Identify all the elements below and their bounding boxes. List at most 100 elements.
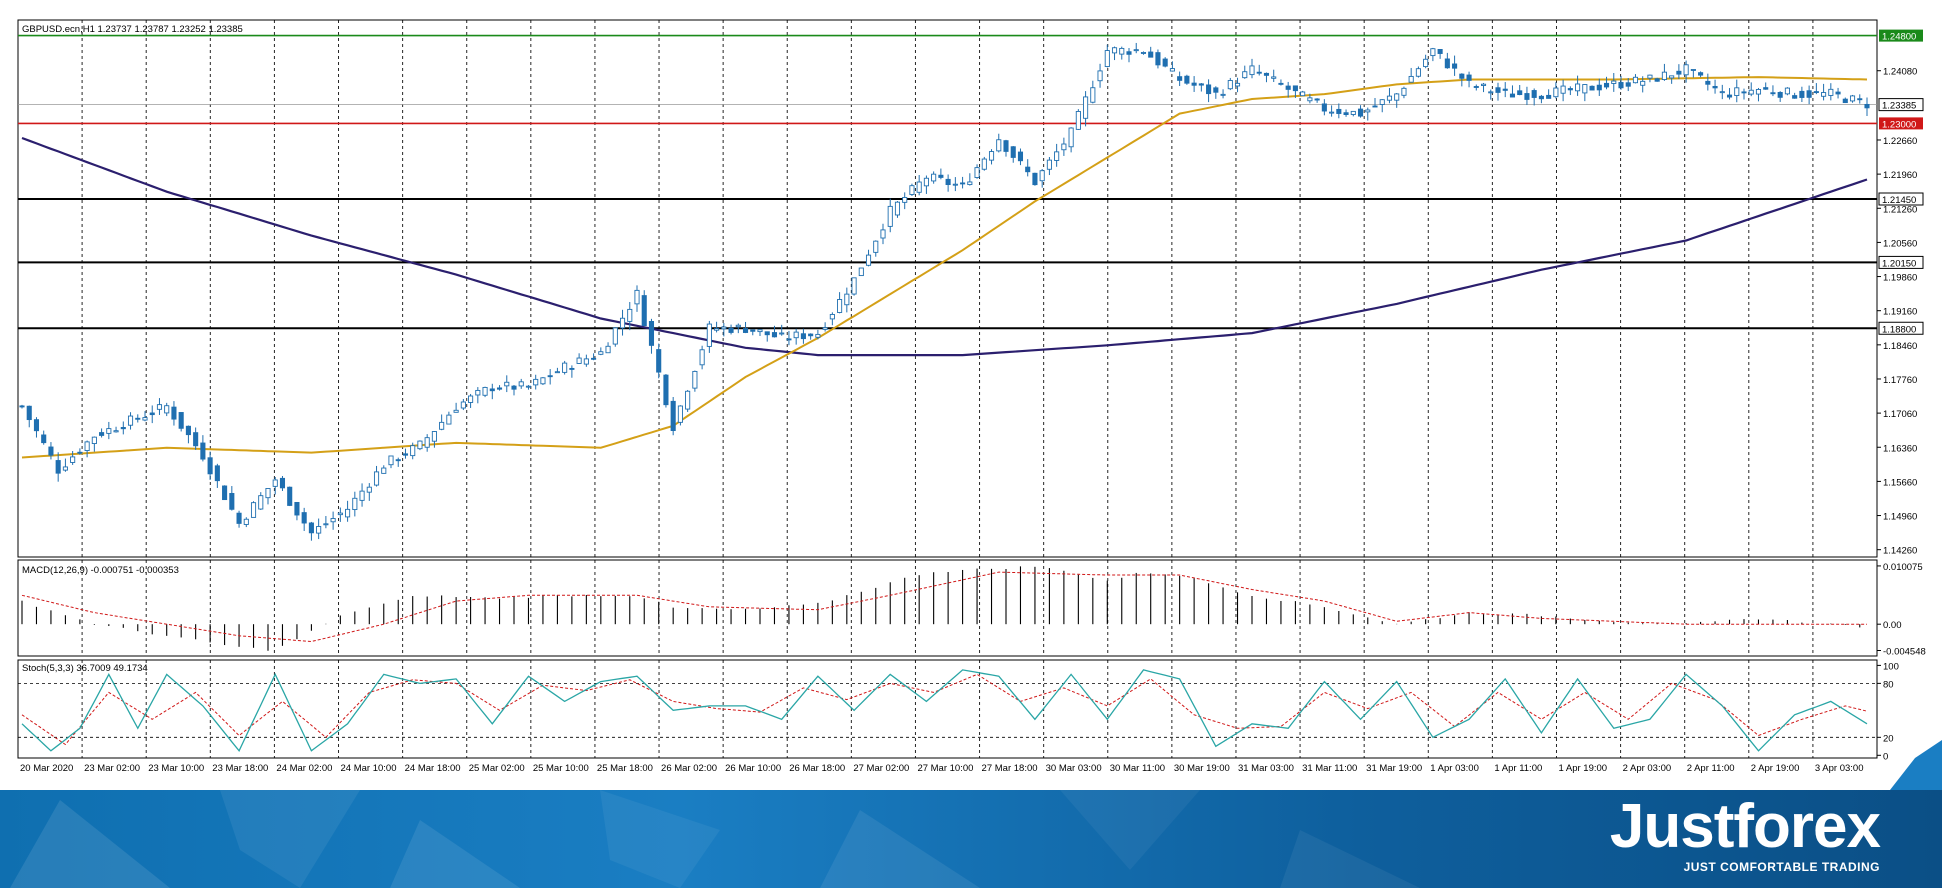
candle-body <box>337 512 343 516</box>
candle-body <box>1148 51 1154 58</box>
candle-body <box>316 526 322 534</box>
candle-body <box>1032 172 1038 186</box>
candle-body <box>728 327 734 333</box>
candle-body <box>489 388 495 392</box>
price-axis-label: 1.16360 <box>1883 443 1917 454</box>
candle-body <box>1452 63 1458 69</box>
candle-body <box>381 467 387 474</box>
candle-body <box>149 412 155 416</box>
candle-body <box>229 493 235 510</box>
candle-body <box>779 332 785 335</box>
candle-body <box>1726 94 1733 98</box>
price-axis-label: 1.24080 <box>1883 67 1917 78</box>
level-price-label: 1.20150 <box>1882 258 1916 269</box>
candle-body <box>1632 76 1639 84</box>
candle-body <box>1792 95 1798 99</box>
candle-body <box>1307 97 1313 102</box>
candle-body <box>193 432 199 447</box>
candle-body <box>1567 88 1573 91</box>
candle-body <box>1256 71 1262 74</box>
candle-body <box>1206 84 1212 95</box>
candle-body <box>243 518 249 525</box>
candle-body <box>106 428 112 434</box>
x-tick-label: 3 Apr 03:00 <box>1815 763 1864 774</box>
candle-body <box>1068 127 1074 148</box>
candle-body <box>504 381 510 387</box>
candle-body <box>1444 58 1450 69</box>
candle-body <box>1495 87 1501 93</box>
macd-pane-title: MACD(12,26,9) -0.000751 -0.000353 <box>22 565 179 576</box>
candle-body <box>1097 70 1103 82</box>
candle-body <box>1603 82 1610 88</box>
candle-body <box>1777 92 1783 98</box>
candle-body <box>77 451 83 454</box>
candle-body <box>1140 52 1147 54</box>
candle-body <box>1083 96 1089 119</box>
candle-body <box>1300 91 1306 97</box>
x-tick-label: 20 Mar 2020 <box>20 763 73 774</box>
x-tick-label: 23 Mar 10:00 <box>148 763 204 774</box>
candle-body <box>330 518 336 523</box>
candle-body <box>70 456 76 463</box>
candle-body <box>1111 47 1118 54</box>
candle-body <box>967 181 973 186</box>
candle-body <box>1611 80 1617 84</box>
candle-body <box>656 349 662 373</box>
candle-body <box>135 417 141 420</box>
level-price-box <box>1878 321 1924 335</box>
candle-body <box>200 442 206 460</box>
candle-body <box>1372 105 1378 108</box>
x-tick-label: 30 Mar 11:00 <box>1110 763 1165 774</box>
candle-body <box>1770 92 1776 95</box>
candle-body <box>1017 151 1024 162</box>
candle-body <box>352 497 358 511</box>
x-tick-label: 25 Mar 10:00 <box>533 763 589 774</box>
x-tick-label: 30 Mar 19:00 <box>1174 763 1230 774</box>
price-axis-label: 1.17060 <box>1883 409 1917 420</box>
candle-body <box>1488 91 1494 94</box>
candle-body <box>55 460 61 474</box>
candle-body <box>1408 75 1414 83</box>
candle-body <box>858 267 864 277</box>
candle-body <box>714 328 720 331</box>
trading-chart-area: 20 Mar 2020 23 Mar 02:00 23 Mar 10:00 23 Ma… <box>17 19 1942 790</box>
current-price-label: 1.23385 <box>1882 101 1916 112</box>
candle-body <box>1314 98 1320 101</box>
candle-body <box>1278 82 1284 85</box>
candle-body <box>591 357 597 360</box>
candle-body <box>1126 51 1132 55</box>
candle-body <box>1640 80 1646 86</box>
candle-body <box>272 479 278 487</box>
candle-body <box>62 466 68 471</box>
candle-body <box>627 308 633 322</box>
candle-body <box>1813 91 1819 94</box>
candle-body <box>1249 65 1255 76</box>
candle-body <box>800 333 806 340</box>
candle-body <box>1025 166 1031 173</box>
candle-body <box>721 326 727 330</box>
candle-body <box>938 174 944 178</box>
candle-body <box>1538 95 1544 100</box>
level-price-label: 1.18800 <box>1882 324 1916 335</box>
macd-signal-line <box>21 571 1867 643</box>
candle-body <box>1357 108 1364 117</box>
candle-body <box>142 417 148 421</box>
candle-body <box>373 471 380 486</box>
price-axis-label: 1.14260 <box>1883 546 1917 557</box>
candle-body <box>1003 140 1009 152</box>
candle-body <box>496 387 503 390</box>
candle-body <box>547 375 553 378</box>
macd-axis-label: -0.004548 <box>1883 646 1926 657</box>
candle-body <box>692 370 698 389</box>
candle-body <box>1806 90 1812 98</box>
candle-body <box>127 415 134 426</box>
candle-body <box>1191 82 1197 86</box>
candle-body <box>851 277 857 295</box>
candle-body <box>323 523 329 526</box>
candle-body <box>1618 82 1624 89</box>
x-tick-label: 23 Mar 18:00 <box>212 763 268 774</box>
candle-body <box>91 436 97 445</box>
candle-body <box>1054 151 1060 161</box>
candle-body <box>988 151 995 161</box>
candle-body <box>1220 93 1226 96</box>
